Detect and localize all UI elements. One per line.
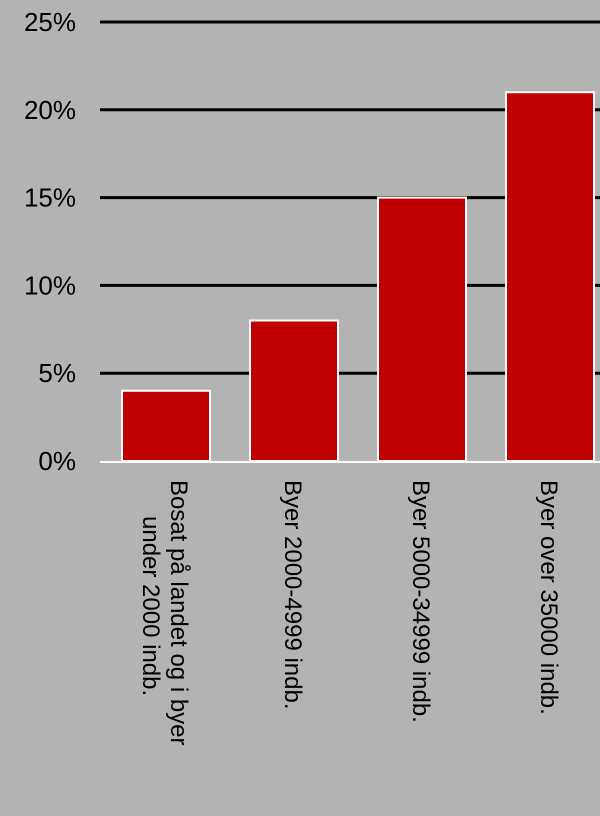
category-label-line: Byer 5000-34999 indb. bbox=[407, 480, 434, 723]
category-label-text: Bosat på landet og i byerunder 2000 indb… bbox=[137, 480, 192, 746]
category-label: Byer 5000-34999 indb. bbox=[407, 480, 434, 723]
bar bbox=[121, 389, 211, 463]
bar bbox=[249, 319, 339, 462]
category-label: Bosat på landet og i byerunder 2000 indb… bbox=[137, 480, 192, 746]
x-axis-category-labels: Bosat på landet og i byerunder 2000 indb… bbox=[137, 480, 562, 746]
y-tick-label: 25% bbox=[24, 7, 76, 37]
y-tick-label: 5% bbox=[38, 358, 76, 388]
category-label: Byer 2000-4999 indb. bbox=[279, 480, 306, 710]
bar bbox=[505, 91, 595, 463]
category-label: Byer over 35000 indb. bbox=[535, 480, 562, 715]
category-label-line: under 2000 indb. bbox=[137, 516, 164, 696]
category-label-text: Byer 2000-4999 indb. bbox=[279, 480, 306, 710]
category-label-line: Byer 2000-4999 indb. bbox=[279, 480, 306, 710]
category-label-line: Bosat på landet og i byer bbox=[165, 480, 192, 746]
category-label-text: Byer over 35000 indb. bbox=[535, 480, 562, 715]
category-label-line: Byer over 35000 indb. bbox=[535, 480, 562, 715]
y-axis-tick-labels: 0% 5% 10% 15% 20% 25% bbox=[24, 7, 76, 476]
bar bbox=[377, 196, 467, 462]
y-tick-label: 0% bbox=[38, 446, 76, 476]
category-label-text: Byer 5000-34999 indb. bbox=[407, 480, 434, 723]
y-tick-label: 10% bbox=[24, 270, 76, 300]
y-tick-label: 20% bbox=[24, 95, 76, 125]
y-tick-label: 15% bbox=[24, 183, 76, 213]
